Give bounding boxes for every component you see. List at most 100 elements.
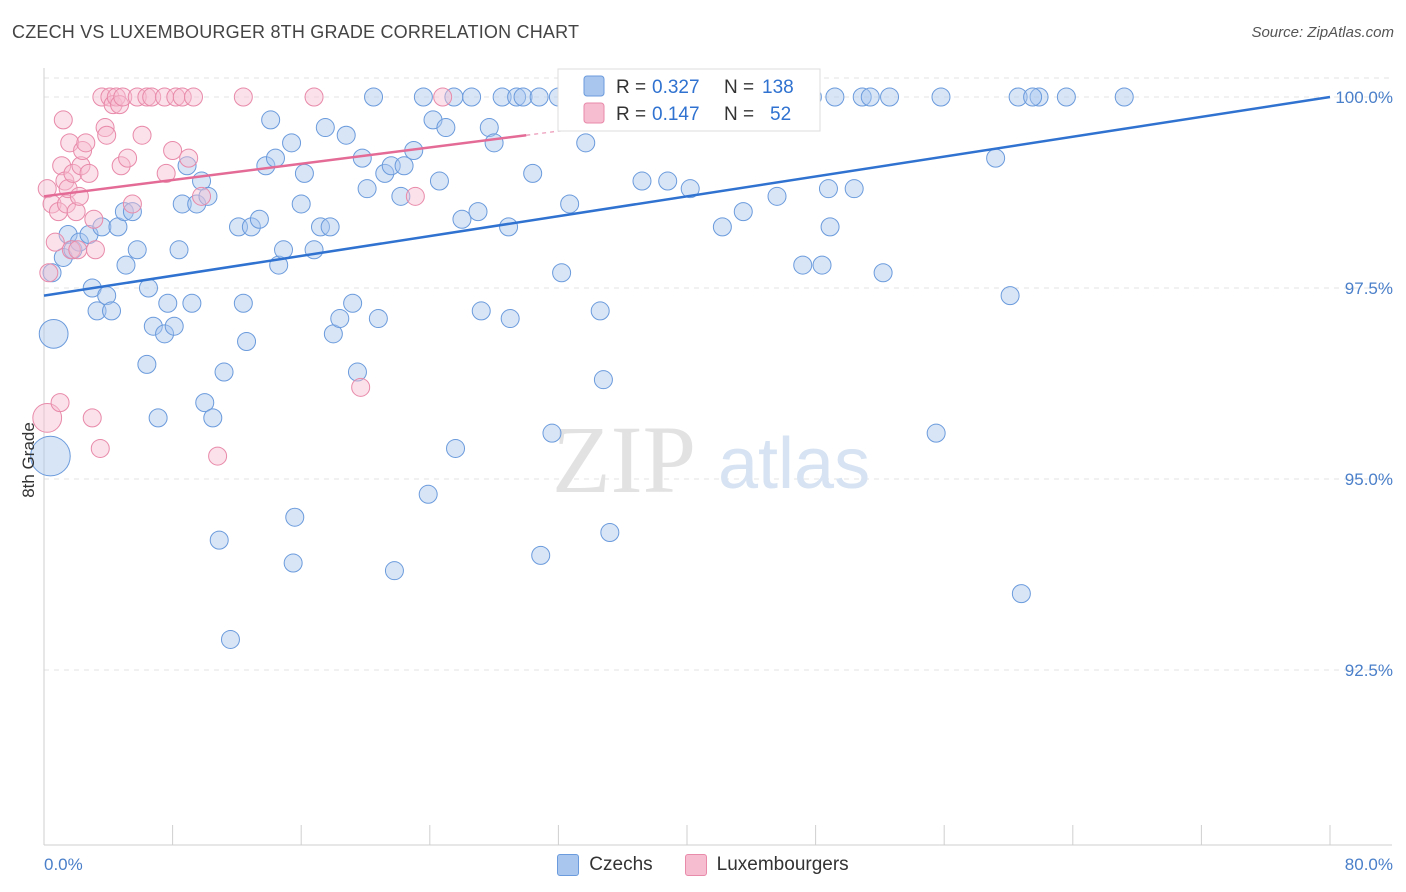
czech-point <box>347 362 367 382</box>
czech-point <box>87 301 107 321</box>
czech-point <box>357 179 377 199</box>
czech-point <box>143 316 163 336</box>
luxembourger-point <box>351 377 371 397</box>
czech-point <box>632 171 652 191</box>
luxembourger-points <box>32 87 453 466</box>
czech-point <box>1008 87 1028 107</box>
czech-point <box>1056 87 1076 107</box>
luxembourger-point <box>32 402 63 433</box>
czech-point <box>825 87 845 107</box>
luxembourger-point <box>405 186 425 206</box>
luxembourger-point <box>127 87 147 107</box>
czech-point <box>265 148 285 168</box>
luxembourger-point <box>111 156 131 176</box>
czech-point <box>1011 584 1031 604</box>
legend-r-value-czech: 0.327 <box>652 77 700 98</box>
luxembourger-point <box>61 240 81 260</box>
czech-point <box>418 484 438 504</box>
luxembourger-point <box>113 87 133 107</box>
czech-point <box>1114 87 1134 107</box>
legend-item-luxembourgers[interactable]: Luxembourgers <box>684 852 849 878</box>
luxembourger-point <box>163 140 183 160</box>
czech-point <box>198 186 218 206</box>
czech-point <box>852 87 872 107</box>
czech-trend-line <box>43 95 1331 297</box>
luxembourger-point <box>71 156 91 176</box>
luxembourger-point <box>106 87 126 107</box>
czech-point <box>820 217 840 237</box>
luxembourger-point <box>122 194 142 214</box>
legend-item-czechs[interactable]: Czechs <box>557 852 653 878</box>
y-tick-label: 97.5% <box>1345 279 1393 298</box>
luxembourger-point <box>208 446 228 466</box>
luxembourger-point <box>233 87 253 107</box>
czech-point <box>315 118 335 138</box>
czech-point <box>818 179 838 199</box>
legend-r-label-czech: R = <box>616 77 646 98</box>
czech-point <box>164 316 184 336</box>
czech-point <box>203 408 223 428</box>
luxembourger-point <box>68 240 88 260</box>
chart-title: CZECH VS LUXEMBOURGER 8TH GRADE CORRELAT… <box>12 22 580 42</box>
luxembourger-point <box>82 408 102 428</box>
czech-point <box>712 217 732 237</box>
czech-point <box>291 194 311 214</box>
czech-point <box>500 309 520 329</box>
luxembourger-point <box>66 202 86 222</box>
czech-point <box>733 202 753 222</box>
czech-point <box>220 629 240 649</box>
czech-point <box>593 370 613 390</box>
x-tick-labels: 0.0% 80.0% <box>44 855 1393 874</box>
czech-point <box>926 423 946 443</box>
luxembourger-point <box>433 87 453 107</box>
luxembourger-point <box>92 87 112 107</box>
czech-point <box>30 435 71 477</box>
luxembourger-point <box>84 209 104 229</box>
czech-point <box>249 209 269 229</box>
czech-point <box>209 530 229 550</box>
czechs-swatch <box>557 854 580 876</box>
legend-r-value-lux: 0.147 <box>652 104 700 125</box>
czech-point <box>499 217 519 237</box>
czech-point <box>529 87 549 107</box>
czech-point <box>261 110 281 130</box>
czech-point <box>320 217 340 237</box>
czech-point <box>552 263 572 283</box>
y-axis-label: 8th Grade <box>19 422 38 498</box>
luxembourger-point <box>118 148 138 168</box>
x-tick-label-min: 0.0% <box>44 855 83 874</box>
czech-point <box>1029 87 1049 107</box>
y-tick-labels: 92.5% 95.0% 97.5% 100.0% <box>1335 88 1393 680</box>
czech-point <box>1023 87 1043 107</box>
czech-point <box>479 118 499 138</box>
luxembourger-trend-line <box>43 133 527 198</box>
czech-point <box>523 163 543 183</box>
luxembourger-point <box>110 95 130 115</box>
czech-point <box>116 255 136 275</box>
czech-point <box>542 423 562 443</box>
czech-point <box>155 324 175 344</box>
series-legend: Czechs Luxembourgers <box>0 852 1406 878</box>
czech-point <box>446 438 466 458</box>
czech-point <box>122 202 142 222</box>
czech-point <box>274 240 294 260</box>
czech-point <box>233 293 253 313</box>
czech-point <box>368 309 388 329</box>
czech-point <box>429 171 449 191</box>
luxembourger-point <box>55 171 75 191</box>
czech-point <box>873 263 893 283</box>
czech-point <box>484 133 504 153</box>
czech-point <box>507 87 527 107</box>
czech-point <box>102 301 122 321</box>
luxembourger-point <box>85 240 105 260</box>
czech-point <box>413 87 433 107</box>
watermark-zip: ZIP <box>552 406 696 513</box>
y-tick-label: 100.0% <box>1335 88 1393 107</box>
x-tick-label-max: 80.0% <box>1345 855 1393 874</box>
czech-point <box>177 156 197 176</box>
czech-point <box>148 408 168 428</box>
czech-point <box>986 148 1006 168</box>
czech-point <box>600 522 620 542</box>
czech-point <box>560 194 580 214</box>
czech-point <box>336 125 356 145</box>
